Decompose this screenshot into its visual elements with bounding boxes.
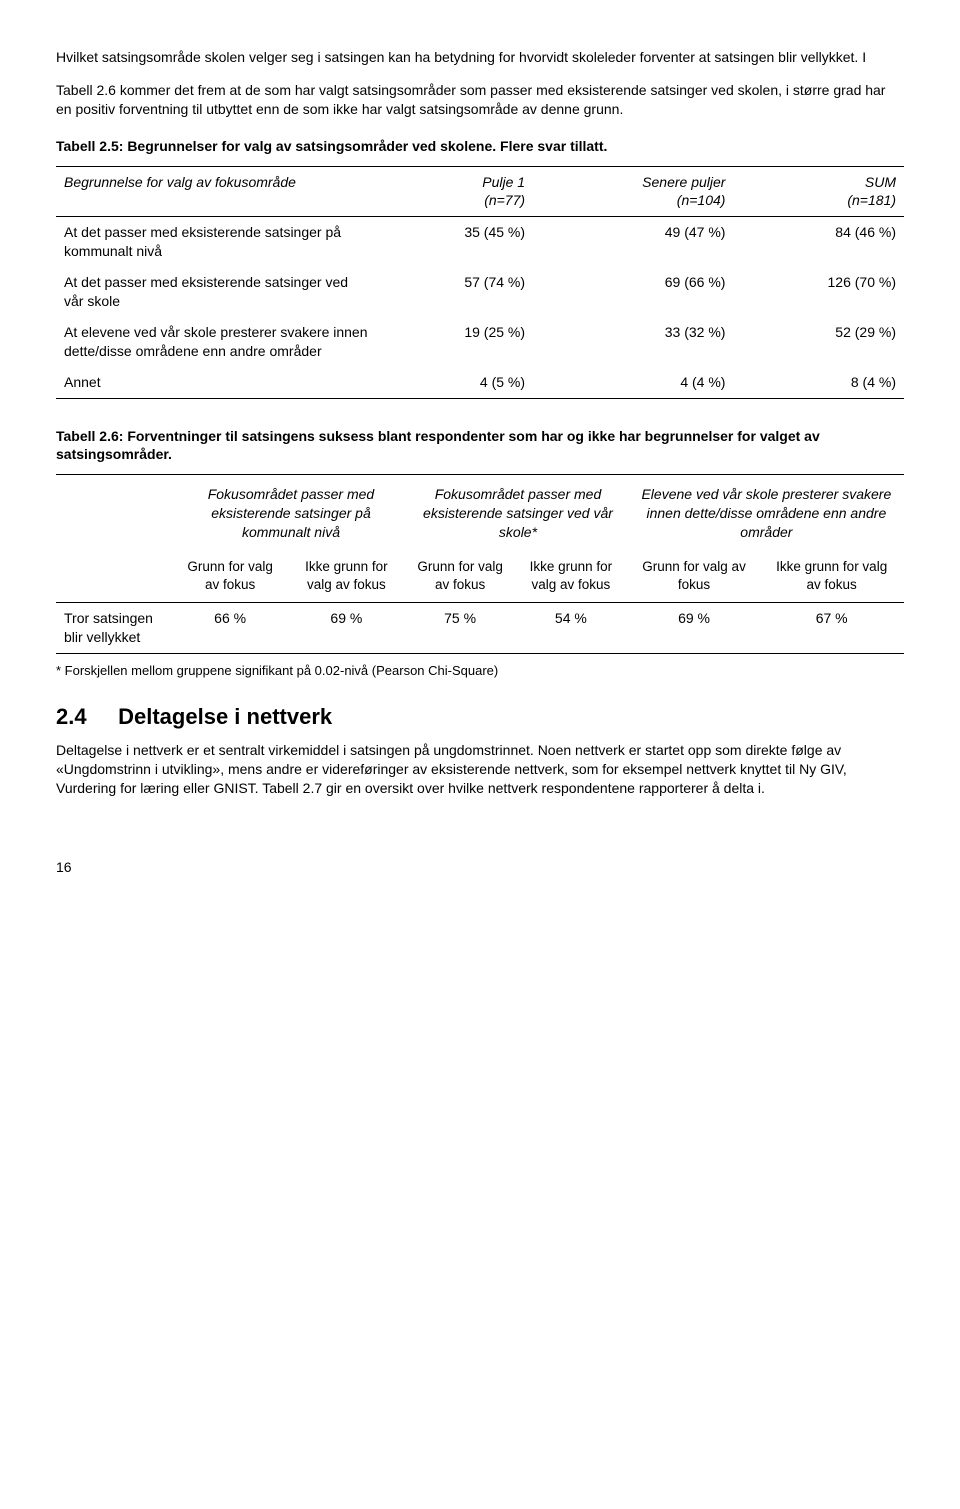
t1-r2-v3: 52 (29 %) [733,317,904,367]
table-row: At elevene ved vår skole presterer svake… [56,317,904,367]
t2-sub-3b: Ikke grunn for valg av fokus [759,552,904,603]
t1-r3-v2: 4 (4 %) [533,367,733,398]
t1-r3-label: Annet [56,367,378,398]
table-1: Begrunnelse for valg av fokusområde Pulj… [56,166,904,399]
t2-g3: Elevene ved vår skole presterer svakere … [629,475,904,552]
t2-sub-2b: Ikke grunn for valg av fokus [513,552,629,603]
section-number: 2.4 [56,702,112,732]
t1-h2: Senere puljer (n=104) [533,166,733,217]
section-title: Deltagelse i nettverk [118,704,332,729]
t1-r0-label: At det passer med eksisterende satsinger… [56,217,378,267]
t1-h1a: Pulje 1 [482,174,525,190]
page-number: 16 [56,858,904,877]
table2-title: Tabell 2.6: Forventninger til satsingens… [56,427,904,465]
t1-h3b: (n=181) [847,192,896,208]
intro-para-2: Tabell 2.6 kommer det frem at de som har… [56,81,904,119]
table-2: Fokusområdet passer med eksisterende sat… [56,474,904,654]
t1-h1b: (n=77) [484,192,525,208]
t1-r2-label: At elevene ved vår skole presterer svake… [56,317,378,367]
section-body: Deltagelse i nettverk er et sentralt vir… [56,741,904,798]
t2-blank [56,475,175,552]
t2-sub-1a: Grunn for valg av fokus [175,552,286,603]
t2-row-label: Tror satsingen blir vellykket [56,603,175,654]
t2-v4: 69 % [629,603,760,654]
section-heading: 2.4 Deltagelse i nettverk [56,702,904,732]
t2-v2: 75 % [407,603,513,654]
t1-h2b: (n=104) [677,192,726,208]
t1-r3-v1: 4 (5 %) [378,367,533,398]
t1-r1-v1: 57 (74 %) [378,267,533,317]
t1-r0-v3: 84 (46 %) [733,217,904,267]
t2-v1: 69 % [286,603,408,654]
t1-r1-v3: 126 (70 %) [733,267,904,317]
t2-sub-2a: Grunn for valg av fokus [407,552,513,603]
table-row: At det passer med eksisterende satsinger… [56,217,904,267]
t2-g2: Fokusområdet passer med eksisterende sat… [407,475,629,552]
t1-r2-v2: 33 (32 %) [533,317,733,367]
t2-sub-blank [56,552,175,603]
t1-h0: Begrunnelse for valg av fokusområde [56,166,378,217]
t1-h2a: Senere puljer [642,174,725,190]
t2-v0: 66 % [175,603,286,654]
t2-v5: 67 % [759,603,904,654]
t1-r3-v3: 8 (4 %) [733,367,904,398]
table2-footnote: * Forskjellen mellom gruppene signifikan… [56,662,904,680]
t1-r1-v2: 69 (66 %) [533,267,733,317]
table-row: At det passer med eksisterende satsinger… [56,267,904,317]
t2-g1: Fokusområdet passer med eksisterende sat… [175,475,408,552]
t1-h1: Pulje 1 (n=77) [378,166,533,217]
table-row: Annet 4 (5 %) 4 (4 %) 8 (4 %) [56,367,904,398]
t1-r1-label: At det passer med eksisterende satsinger… [56,267,378,317]
t1-h3a: SUM [865,174,896,190]
t1-h3: SUM (n=181) [733,166,904,217]
t2-sub-3a: Grunn for valg av fokus [629,552,760,603]
t2-sub-1b: Ikke grunn for valg av fokus [286,552,408,603]
table-row: Tror satsingen blir vellykket 66 % 69 % … [56,603,904,654]
t1-r2-v1: 19 (25 %) [378,317,533,367]
t1-r0-v1: 35 (45 %) [378,217,533,267]
intro-para-1: Hvilket satsingsområde skolen velger seg… [56,48,904,67]
table1-title: Tabell 2.5: Begrunnelser for valg av sat… [56,137,904,156]
t2-v3: 54 % [513,603,629,654]
t1-r0-v2: 49 (47 %) [533,217,733,267]
